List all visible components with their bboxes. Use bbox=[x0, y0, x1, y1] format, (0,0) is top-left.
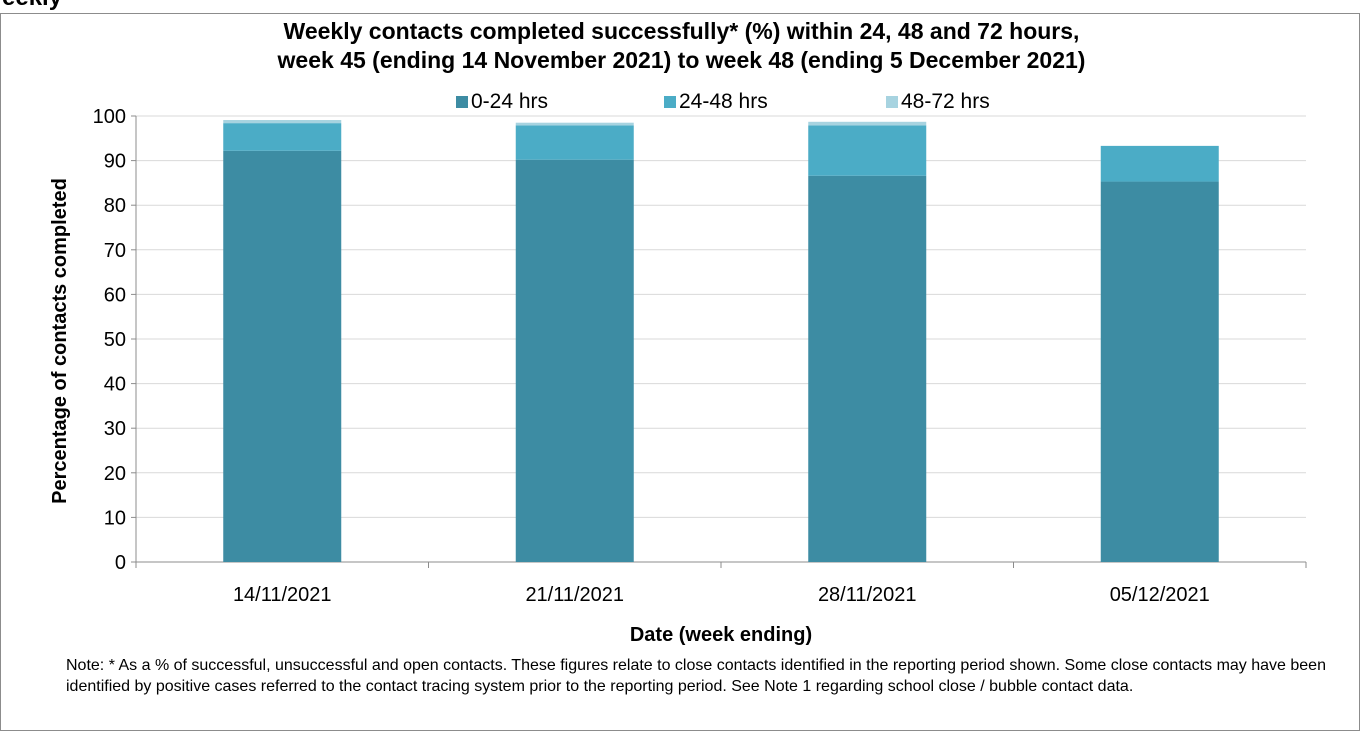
bar-48-72hrs-14-11-2021 bbox=[223, 120, 342, 124]
legend-item-24-48: 24-48 hrs bbox=[664, 90, 768, 114]
y-tick-label-20: 20 bbox=[104, 463, 126, 485]
bar-48-72hrs-21-11-2021 bbox=[515, 122, 634, 126]
x-axis-title: Date (week ending) bbox=[630, 624, 812, 646]
bar-24-48hrs-28-11-2021 bbox=[808, 125, 927, 176]
bar-0-24hrs-14-11-2021 bbox=[223, 150, 342, 562]
x-tick-label-3: 05/12/2021 bbox=[1110, 584, 1210, 606]
x-tick-label-1: 21/11/2021 bbox=[525, 584, 624, 606]
x-tick-label-0: 14/11/2021 bbox=[233, 584, 332, 606]
legend-swatch-0-24 bbox=[456, 96, 468, 108]
legend-swatch-48-72 bbox=[886, 96, 898, 108]
y-tick-label-90: 90 bbox=[104, 151, 126, 173]
bar-24-48hrs-05-12-2021 bbox=[1100, 145, 1219, 182]
y-tick-label-50: 50 bbox=[104, 329, 126, 351]
chart-note: Note: * As a % of successful, unsuccessf… bbox=[66, 657, 1326, 695]
bar-24-48hrs-21-11-2021 bbox=[515, 125, 634, 160]
legend-item-48-72: 48-72 hrs bbox=[886, 90, 990, 114]
chart-frame bbox=[0, 13, 1360, 731]
chart-title-line-2: week 45 (ending 14 November 2021) to wee… bbox=[277, 47, 1086, 73]
bar-0-24hrs-05-12-2021 bbox=[1100, 181, 1219, 562]
y-tick-label-0: 0 bbox=[115, 552, 126, 574]
y-tick-label-70: 70 bbox=[104, 240, 126, 262]
bar-0-24hrs-28-11-2021 bbox=[808, 175, 927, 562]
y-tick-label-10: 10 bbox=[104, 507, 126, 529]
legend-label-24-48: 24-48 hrs bbox=[679, 90, 768, 113]
legend-label-48-72: 48-72 hrs bbox=[901, 90, 990, 113]
y-tick-label-100: 100 bbox=[93, 106, 126, 128]
chart-title-line-1: Weekly contacts completed successfully* … bbox=[283, 18, 1080, 44]
chart-legend: 0-24 hrs 24-48 hrs 48-72 hrs bbox=[0, 90, 1363, 116]
y-axis-title: Percentage of contacts completed bbox=[49, 178, 71, 504]
y-tick-label-60: 60 bbox=[104, 284, 126, 306]
legend-label-0-24: 0-24 hrs bbox=[471, 90, 549, 113]
chart-title: Weekly contacts completed successfully* … bbox=[0, 17, 1363, 75]
legend-item-0-24: 0-24 hrs bbox=[456, 90, 548, 114]
page-heading-fragment: eekly bbox=[2, 0, 62, 12]
y-tick-label-30: 30 bbox=[104, 418, 126, 440]
bar-48-72hrs-28-11-2021 bbox=[808, 121, 927, 126]
y-tick-label-40: 40 bbox=[104, 374, 126, 396]
bar-24-48hrs-14-11-2021 bbox=[223, 123, 342, 151]
legend-swatch-24-48 bbox=[664, 96, 676, 108]
y-tick-label-80: 80 bbox=[104, 195, 126, 217]
bar-0-24hrs-21-11-2021 bbox=[515, 159, 634, 562]
x-tick-label-2: 28/11/2021 bbox=[818, 584, 917, 606]
